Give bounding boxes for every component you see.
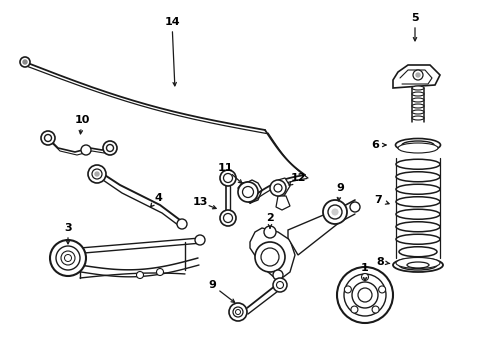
Text: 6: 6	[371, 140, 379, 150]
Circle shape	[323, 200, 347, 224]
Ellipse shape	[412, 110, 424, 114]
Polygon shape	[250, 228, 295, 278]
Text: 8: 8	[376, 257, 384, 267]
Polygon shape	[80, 238, 202, 253]
Circle shape	[106, 144, 114, 152]
Circle shape	[95, 172, 99, 176]
Polygon shape	[288, 208, 342, 255]
Circle shape	[50, 240, 86, 276]
Circle shape	[220, 210, 236, 226]
Circle shape	[358, 288, 372, 302]
Ellipse shape	[396, 234, 440, 244]
Circle shape	[273, 278, 287, 292]
Ellipse shape	[412, 104, 424, 108]
Text: 10: 10	[74, 115, 90, 125]
Text: 9: 9	[208, 280, 216, 290]
Circle shape	[362, 274, 368, 280]
Circle shape	[261, 248, 279, 266]
Text: 11: 11	[217, 163, 233, 173]
Circle shape	[236, 310, 241, 315]
Ellipse shape	[412, 92, 424, 96]
Text: 1: 1	[361, 263, 369, 273]
Circle shape	[352, 282, 378, 308]
Circle shape	[61, 251, 75, 265]
Text: 4: 4	[154, 193, 162, 203]
Ellipse shape	[395, 139, 441, 152]
Circle shape	[274, 184, 282, 192]
Circle shape	[332, 209, 338, 215]
Circle shape	[223, 174, 232, 183]
Circle shape	[23, 60, 27, 64]
Text: 12: 12	[290, 173, 306, 183]
Circle shape	[233, 307, 243, 317]
Ellipse shape	[407, 262, 429, 268]
Circle shape	[20, 57, 30, 67]
Circle shape	[379, 286, 386, 293]
Circle shape	[103, 141, 117, 155]
Circle shape	[264, 226, 276, 238]
Circle shape	[328, 205, 342, 219]
Text: 13: 13	[192, 197, 208, 207]
Circle shape	[413, 70, 423, 80]
Circle shape	[351, 306, 358, 313]
Circle shape	[229, 303, 247, 321]
Circle shape	[177, 219, 187, 229]
Ellipse shape	[396, 159, 440, 169]
Ellipse shape	[396, 184, 440, 194]
Ellipse shape	[398, 143, 438, 153]
Circle shape	[156, 269, 164, 275]
Circle shape	[223, 213, 232, 222]
Text: 9: 9	[336, 183, 344, 193]
Ellipse shape	[412, 116, 424, 120]
Ellipse shape	[412, 98, 424, 102]
Circle shape	[270, 180, 286, 196]
Circle shape	[344, 274, 386, 316]
Ellipse shape	[396, 172, 440, 182]
Text: 14: 14	[164, 17, 180, 27]
Circle shape	[81, 145, 91, 155]
Ellipse shape	[399, 247, 437, 257]
Circle shape	[92, 169, 102, 179]
Circle shape	[344, 286, 351, 293]
Circle shape	[350, 202, 360, 212]
Ellipse shape	[393, 258, 443, 272]
Text: 3: 3	[64, 223, 72, 233]
Polygon shape	[393, 65, 440, 88]
Ellipse shape	[402, 141, 434, 149]
Circle shape	[65, 255, 72, 261]
Circle shape	[243, 186, 253, 198]
Ellipse shape	[396, 197, 440, 207]
Circle shape	[273, 270, 283, 280]
Circle shape	[45, 135, 51, 141]
Circle shape	[137, 271, 144, 279]
Circle shape	[195, 235, 205, 245]
Ellipse shape	[396, 209, 440, 219]
Text: 7: 7	[374, 195, 382, 205]
Circle shape	[416, 73, 420, 77]
Circle shape	[88, 165, 106, 183]
Polygon shape	[278, 178, 290, 197]
Ellipse shape	[396, 222, 440, 232]
Circle shape	[220, 170, 236, 186]
Ellipse shape	[396, 257, 440, 269]
Circle shape	[255, 242, 285, 272]
Polygon shape	[276, 196, 290, 210]
Circle shape	[337, 267, 393, 323]
Circle shape	[372, 306, 379, 313]
Text: 2: 2	[266, 213, 274, 223]
Circle shape	[41, 131, 55, 145]
Ellipse shape	[399, 260, 437, 270]
Circle shape	[56, 246, 80, 270]
Ellipse shape	[412, 86, 424, 90]
Text: 5: 5	[411, 13, 419, 23]
Circle shape	[238, 182, 258, 202]
Circle shape	[276, 282, 284, 288]
